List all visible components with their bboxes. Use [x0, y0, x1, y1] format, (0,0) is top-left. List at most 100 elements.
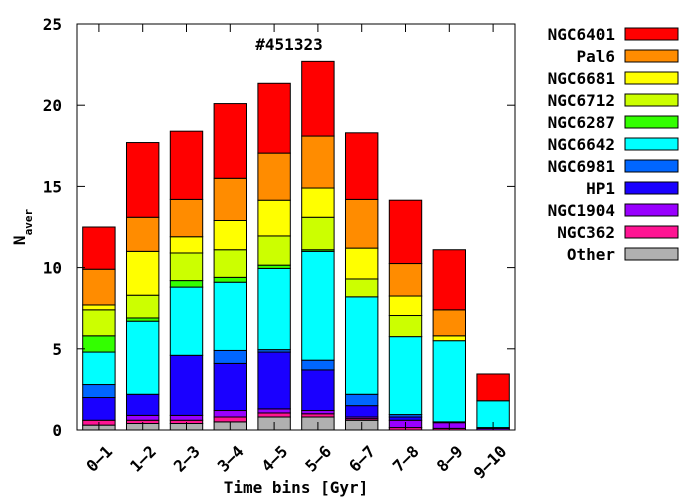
bar-segment-ngc6712-4	[213, 249, 247, 278]
bar-segment-ngc6681-1	[82, 304, 116, 311]
bar-segment-pal6-5	[257, 152, 291, 201]
legend-label-ngc362: NGC362	[557, 223, 615, 242]
bar-segment-ngc6981-7	[344, 393, 379, 407]
legend-entry-ngc6287: NGC6287	[548, 113, 679, 132]
bar-segment-ngc6401-7	[344, 132, 379, 200]
bar-segment-ngc6401-8	[388, 199, 423, 265]
legend-swatch-ngc362	[624, 225, 679, 239]
bar-segment-ngc6712-1	[82, 309, 116, 337]
bar-segment-pal6-1	[82, 268, 116, 306]
x-tick-label-5: 4–5	[258, 442, 292, 476]
x-tick-label-7: 6–7	[345, 442, 379, 476]
x-tick-label-1: 0–1	[82, 442, 116, 476]
bar-segment-ngc6681-5	[257, 199, 291, 237]
legend-entry-other: Other	[567, 245, 679, 264]
bar-segment-ngc1904-5	[257, 408, 291, 414]
y-axis-title-sub: aver	[22, 209, 35, 236]
bar-segment-ngc6401-2	[125, 142, 160, 218]
x-tick-label-4: 3–4	[214, 442, 248, 476]
bar-segment-ngc6981-6	[301, 359, 335, 371]
y-axis-ticks: 0 5 10 15 20 25	[43, 15, 515, 440]
x-tick-label-3: 2–3	[170, 442, 204, 476]
legend-entry-hp1: HP1	[586, 179, 679, 198]
bar-segment-hp1-5	[257, 351, 291, 410]
legend-swatch-ngc6681	[624, 71, 679, 85]
legend-swatch-hp1	[624, 181, 679, 195]
bar-segment-ngc6981-1	[82, 384, 116, 399]
bar-segment-ngc6712-5	[257, 235, 291, 266]
bar-segment-pal6-6	[301, 135, 335, 189]
bar-segment-ngc6681-6	[301, 187, 335, 218]
bar-segment-ngc6642-9	[432, 340, 466, 423]
legend-label-ngc1904: NGC1904	[548, 201, 615, 220]
legend-label-ngc6642: NGC6642	[548, 135, 615, 154]
bar-segment-ngc6401-10	[476, 373, 510, 402]
legend-swatch-ngc6712	[624, 93, 679, 107]
x-tick-label-6: 5–6	[301, 442, 335, 476]
bar-segment-ngc6287-1	[82, 335, 116, 353]
bar-segment-ngc6401-1	[82, 226, 116, 270]
bar-segment-ngc6712-6	[301, 216, 335, 251]
x-tick-label-9: 8–9	[433, 442, 467, 476]
bar-segment-hp1-1	[82, 397, 116, 421]
legend-label-ngc6712: NGC6712	[548, 91, 615, 110]
bar-segment-ngc6642-3	[169, 286, 204, 356]
y-tick-label-10: 10	[43, 259, 62, 278]
bar-segment-ngc362-4	[213, 416, 247, 423]
bar-segment-ngc6681-2	[125, 250, 160, 296]
legend-label-ngc6401: NGC6401	[548, 25, 615, 44]
y-tick-label-25: 25	[43, 15, 62, 34]
bar-segment-pal6-2	[125, 216, 160, 252]
legend-swatch-ngc6287	[624, 115, 679, 129]
legend-swatch-pal6	[624, 49, 679, 63]
bar-segment-ngc6642-4	[213, 281, 247, 351]
legend-entry-ngc1904: NGC1904	[548, 201, 679, 220]
legend-label-pal6: Pal6	[576, 47, 615, 66]
bar-segment-ngc6981-4	[213, 349, 247, 364]
bar-segment-ngc6712-2	[125, 294, 160, 319]
legend-entry-ngc6981: NGC6981	[548, 157, 679, 176]
legend-label-ngc6981: NGC6981	[548, 157, 615, 176]
bar-segment-hp1-7	[344, 405, 379, 418]
bar-segment-ngc6401-4	[213, 103, 247, 179]
bar-segment-pal6-7	[344, 198, 379, 249]
legend-entry-ngc6681: NGC6681	[548, 69, 679, 88]
legend-swatch-ngc6401	[624, 27, 679, 41]
bar-segment-ngc6642-7	[344, 296, 379, 395]
x-tick-label-2: 1–2	[126, 442, 160, 476]
legend-entry-pal6: Pal6	[576, 47, 679, 66]
legend-label-other: Other	[567, 245, 615, 264]
plot-frame	[76, 23, 516, 431]
bar-segment-pal6-9	[432, 309, 466, 337]
bar-segment-ngc6401-5	[257, 82, 291, 154]
bar-segment-ngc6401-6	[301, 60, 335, 137]
y-axis-title-main: N	[10, 235, 29, 245]
legend-entry-ngc362: NGC362	[557, 223, 679, 242]
legend-label-ngc6287: NGC6287	[548, 113, 615, 132]
bar-segment-ngc6287-3	[169, 280, 204, 288]
bar-segment-pal6-3	[169, 198, 204, 238]
bar-segment-ngc6401-3	[169, 130, 204, 200]
bars-layer	[82, 60, 510, 431]
x-tick-label-10: 9–10	[470, 442, 511, 483]
bar-segment-ngc6712-3	[169, 252, 204, 282]
chart-annotation: #451323	[255, 35, 322, 54]
legend-entry-ngc6712: NGC6712	[548, 91, 679, 110]
legend-entry-ngc6401: NGC6401	[548, 25, 679, 44]
bar-segment-ngc6681-3	[169, 236, 204, 254]
bar-segment-ngc6642-2	[125, 320, 160, 395]
bar-segment-ngc6681-8	[388, 295, 423, 317]
bar-segment-ngc362-5	[257, 412, 291, 418]
bar-segment-pal6-4	[213, 177, 247, 221]
legend-entry-ngc6642: NGC6642	[548, 135, 679, 154]
bar-segment-hp1-2	[125, 393, 160, 416]
bar-segment-ngc6642-8	[388, 336, 423, 416]
y-axis-title: Naver	[10, 209, 35, 246]
x-tick-label-8: 7–8	[389, 442, 423, 476]
legend-label-ngc6681: NGC6681	[548, 69, 615, 88]
y-tick-label-0: 0	[52, 421, 62, 440]
bar-segment-ngc1904-4	[213, 410, 247, 418]
bar-segment-hp1-6	[301, 369, 335, 412]
bar-segment-hp1-4	[213, 362, 247, 412]
